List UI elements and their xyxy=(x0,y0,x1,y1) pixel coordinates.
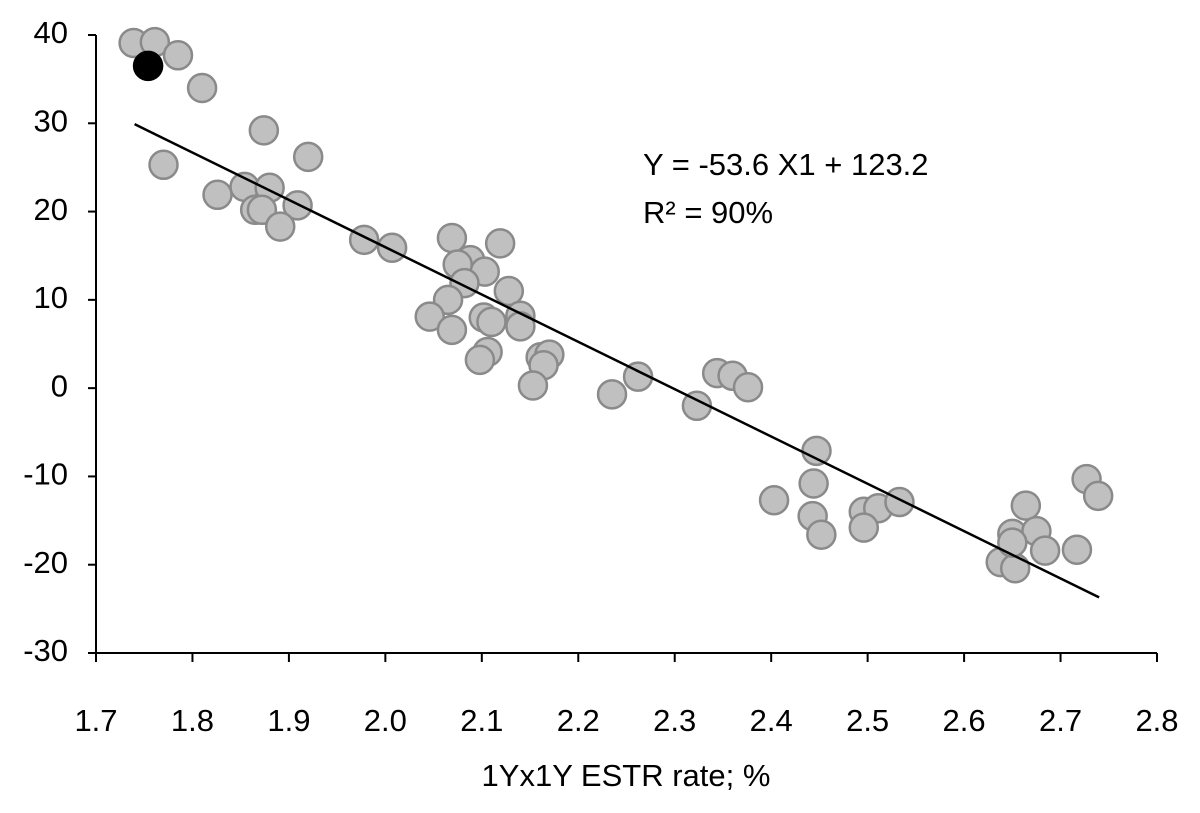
x-tick-label: 2.1 xyxy=(460,703,503,738)
x-tick-label: 2.6 xyxy=(943,703,986,738)
data-point xyxy=(505,311,536,342)
data-point xyxy=(596,379,628,410)
y-tick-label: -10 xyxy=(23,457,68,492)
y-tick-label: 10 xyxy=(34,280,68,315)
y-tick-label: -30 xyxy=(23,633,68,668)
x-tick-label: 1.9 xyxy=(267,703,310,738)
data-point xyxy=(884,486,915,518)
data-point xyxy=(806,519,837,550)
y-tick-label: 20 xyxy=(34,192,68,227)
data-point xyxy=(999,552,1031,584)
data-point xyxy=(292,141,324,173)
x-tick-label: 1.7 xyxy=(74,703,117,738)
x-tick-label: 1.8 xyxy=(171,703,214,738)
data-point xyxy=(464,344,496,376)
data-point xyxy=(202,179,233,211)
data-point xyxy=(848,512,880,543)
data-point xyxy=(1029,535,1061,566)
data-point xyxy=(1010,490,1042,521)
r-squared: R² = 90% xyxy=(643,195,773,230)
x-tick-label: 2.0 xyxy=(364,703,407,738)
data-point xyxy=(1082,480,1114,512)
data-point xyxy=(493,275,525,307)
data-point xyxy=(517,370,549,401)
data-point xyxy=(186,72,218,104)
data-point xyxy=(414,301,445,332)
data-point xyxy=(1061,534,1093,565)
x-tick-label: 2.4 xyxy=(750,703,793,738)
data-point xyxy=(376,232,408,264)
data-point xyxy=(264,211,296,242)
x-tick-label: 2.5 xyxy=(846,703,889,738)
equation: Y = -53.6 X1 + 123.2 xyxy=(643,147,929,182)
data-point xyxy=(798,468,829,499)
x-tick-label: 2.3 xyxy=(653,703,696,738)
y-tick-label: 30 xyxy=(34,103,68,138)
y-tick-label: 40 xyxy=(34,15,68,50)
data-point xyxy=(132,50,164,82)
x-tick-label: 2.7 xyxy=(1039,703,1082,738)
data-point xyxy=(732,372,764,403)
y-tick-label: -20 xyxy=(23,545,68,580)
data-point xyxy=(162,40,194,71)
data-point xyxy=(997,527,1028,558)
data-point xyxy=(348,224,380,256)
data-point xyxy=(476,306,507,338)
data-point xyxy=(436,314,468,346)
data-point xyxy=(148,149,179,181)
x-tick-label: 2.2 xyxy=(557,703,600,738)
x-tick-label: 2.8 xyxy=(1135,703,1178,738)
data-point xyxy=(484,228,516,259)
data-point xyxy=(758,485,790,516)
data-point xyxy=(248,115,280,146)
y-tick-label: 0 xyxy=(51,368,68,403)
x-axis-label: 1Yx1Y ESTR rate; % xyxy=(482,758,771,793)
data-point xyxy=(801,435,832,467)
trend-line xyxy=(134,123,1100,599)
